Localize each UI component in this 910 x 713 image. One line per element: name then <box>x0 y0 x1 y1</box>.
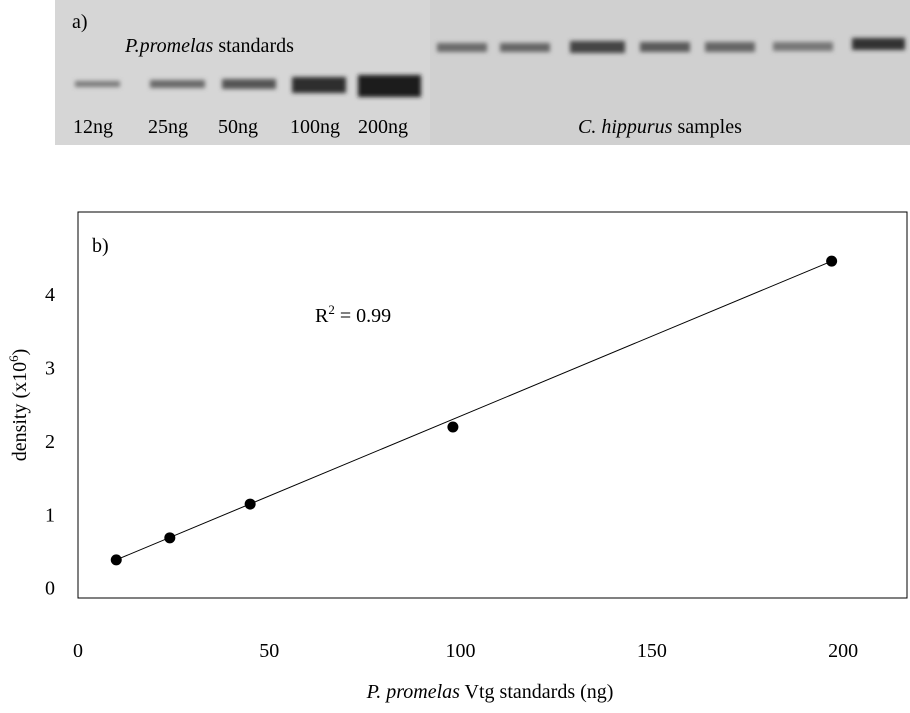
y-label-sup: 6 <box>6 355 21 362</box>
y-label-text: density (x10 <box>9 362 31 461</box>
band <box>75 81 120 87</box>
lane-label: 200ng <box>358 116 408 138</box>
lane-label: 25ng <box>148 116 188 138</box>
y-tick-label: 2 <box>45 431 55 453</box>
panel-label: a) <box>72 11 88 33</box>
y-tick-label: 4 <box>45 284 55 306</box>
annotation-after: = 0.99 <box>335 305 391 327</box>
lane-label: 50ng <box>218 116 258 138</box>
band <box>358 75 421 97</box>
x-label-italic: P. promelas <box>366 681 461 703</box>
band <box>640 42 690 52</box>
band <box>222 79 276 89</box>
data-point <box>244 498 256 510</box>
y-tick-label: 0 <box>45 578 55 600</box>
x-axis-label: P. promelas Vtg standards (ng) <box>366 681 614 703</box>
text-part: standards <box>213 35 294 57</box>
y-label-after: ) <box>9 349 31 356</box>
data-point <box>110 554 122 566</box>
text-part: samples <box>672 116 742 138</box>
y-tick-label: 3 <box>45 358 55 380</box>
band <box>852 38 905 50</box>
gel-background <box>430 0 910 145</box>
lane-label: 12ng <box>73 116 113 138</box>
panel-label: b) <box>92 235 109 257</box>
bands <box>75 38 905 97</box>
data-point <box>164 532 176 544</box>
band <box>773 42 833 51</box>
x-tick-label: 200 <box>828 640 858 662</box>
band <box>150 80 205 88</box>
x-tick-label: 100 <box>446 640 476 662</box>
x-tick-label: 150 <box>637 640 667 662</box>
plot-frame <box>77 211 908 599</box>
lane-labels: 12ng 25ng 50ng 100ng 200ng <box>73 116 408 138</box>
x-label-text: Vtg standards (ng) <box>460 681 614 703</box>
lane-label: 100ng <box>290 116 340 138</box>
annotation-text: R <box>315 305 329 327</box>
x-tick-label: 0 <box>73 640 83 662</box>
standards-label: P.promelas standards <box>124 35 294 57</box>
band <box>705 42 755 52</box>
band <box>570 41 625 53</box>
x-tick-label: 50 <box>259 640 279 662</box>
samples-label: C. hippurus samples <box>578 116 742 138</box>
y-axis-label: density (x106) <box>6 349 31 462</box>
band <box>437 43 487 52</box>
annotation: R2 = 0.99 <box>315 302 391 327</box>
italic-part: C. hippurus <box>578 116 673 138</box>
data-point <box>826 255 838 267</box>
y-tick-label: 1 <box>45 504 55 526</box>
gel-image: a) P.promelas standards 12ng 25ng 50ng 100n… <box>55 0 910 145</box>
italic-part: P.promelas <box>124 35 214 57</box>
band <box>500 43 550 52</box>
annotation-sup: 2 <box>328 302 335 317</box>
band <box>292 77 346 93</box>
data-point <box>447 421 459 433</box>
trendline <box>116 260 832 561</box>
